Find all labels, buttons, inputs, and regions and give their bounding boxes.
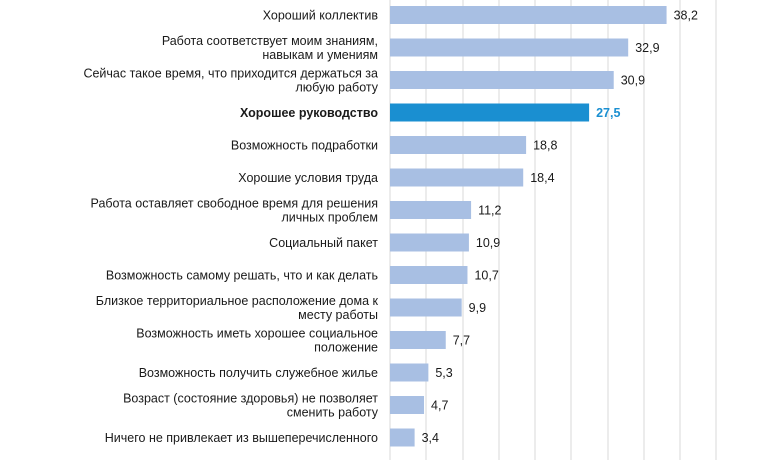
category-label-12: Возраст (состояние здоровья) не позволяе…	[123, 392, 379, 420]
category-label-5: Хорошие условия труда	[238, 171, 378, 185]
value-label-10: 7,7	[453, 334, 470, 348]
value-label-6: 11,2	[478, 204, 501, 218]
category-label-6-line-0: Работа оставляет свободное время для реш…	[91, 197, 378, 211]
category-label-9-line-1: месту работы	[298, 308, 378, 322]
category-label-4: Возможность подработки	[231, 139, 378, 153]
category-label-5-line-0: Хорошие условия труда	[238, 171, 378, 185]
category-labels: Хороший коллектив Работа соответствует мо…	[83, 9, 378, 446]
category-label-8-line-0: Возможность самому решать, что и как дел…	[106, 269, 378, 283]
category-label-9-line-0: Близкое территориальное расположение дом…	[96, 294, 379, 308]
category-label-12-line-1: сменить работу	[287, 406, 379, 420]
category-label-8: Возможность самому решать, что и как дел…	[106, 269, 378, 283]
category-label-6-line-1: личных проблем	[281, 211, 378, 225]
category-label-2-line-0: Сейчас такое время, что приходится держа…	[83, 67, 378, 81]
category-label-1-line-0: Работа соответствует моим знаниям,	[162, 34, 378, 48]
bar-9	[390, 298, 462, 317]
value-label-12: 4,7	[431, 399, 448, 413]
bars	[390, 6, 667, 447]
value-label-9: 9,9	[469, 301, 486, 315]
value-label-2: 30,9	[621, 74, 645, 88]
value-label-1: 32,9	[635, 41, 659, 55]
category-label-3: Хорошее руководство	[240, 106, 378, 120]
category-label-1: Работа соответствует моим знаниям, навыка…	[162, 34, 378, 62]
bar-3	[390, 103, 590, 122]
value-label-7: 10,9	[476, 236, 500, 250]
value-label-0: 38,2	[674, 9, 698, 23]
category-label-6: Работа оставляет свободное время для реш…	[91, 197, 378, 225]
value-label-8: 10,7	[474, 269, 498, 283]
bar-7	[390, 233, 469, 252]
category-label-10: Возможность иметь хорошее социальное поло…	[136, 327, 378, 355]
bar-12	[390, 396, 425, 414]
bar-5	[390, 168, 524, 187]
category-label-0-line-0: Хороший коллектив	[263, 9, 379, 23]
category-label-4-line-0: Возможность подработки	[231, 139, 378, 153]
category-label-3-line-0: Хорошее руководство	[240, 106, 378, 120]
bar-13	[390, 428, 415, 447]
bar-10	[390, 331, 446, 349]
category-label-7: Социальный пакет	[269, 236, 378, 250]
category-label-10-line-0: Возможность иметь хорошее социальное	[136, 327, 378, 341]
category-label-7-line-0: Социальный пакет	[269, 236, 378, 250]
bar-8	[390, 266, 468, 284]
category-label-13-line-0: Ничего не привлекает из вышеперечисленно…	[105, 431, 378, 445]
value-label-4: 18,8	[533, 139, 557, 153]
value-label-13: 3,4	[422, 431, 439, 445]
bar-11	[390, 363, 429, 382]
value-label-3: 27,5	[596, 106, 620, 120]
category-label-2-line-1: любую работу	[295, 81, 378, 95]
category-label-11: Возможность получить служебное жилье	[139, 366, 378, 380]
category-label-10-line-1: положение	[314, 341, 378, 355]
category-label-12-line-0: Возраст (состояние здоровья) не позволяе…	[123, 392, 378, 406]
category-label-0: Хороший коллектив	[263, 9, 379, 23]
bar-0	[390, 6, 667, 24]
value-label-11: 5,3	[435, 366, 452, 380]
category-label-9: Близкое территориальное расположение дом…	[96, 294, 379, 322]
category-label-1-line-1: навыкам и умениям	[262, 48, 378, 62]
category-label-2: Сейчас такое время, что приходится держа…	[83, 67, 378, 95]
bar-4	[390, 136, 527, 154]
value-labels: 38,2 32,9 30,9 27,5 18,8 18,4 11,2 10,9 10,7 9,9 7…	[422, 9, 698, 446]
bar-1	[390, 38, 629, 57]
category-label-13: Ничего не привлекает из вышеперечисленно…	[105, 431, 378, 445]
bar-2	[390, 71, 614, 89]
category-label-11-line-0: Возможность получить служебное жилье	[139, 366, 378, 380]
value-label-5: 18,4	[530, 171, 554, 185]
bar-6	[390, 201, 472, 219]
gridlines	[389, 0, 717, 460]
